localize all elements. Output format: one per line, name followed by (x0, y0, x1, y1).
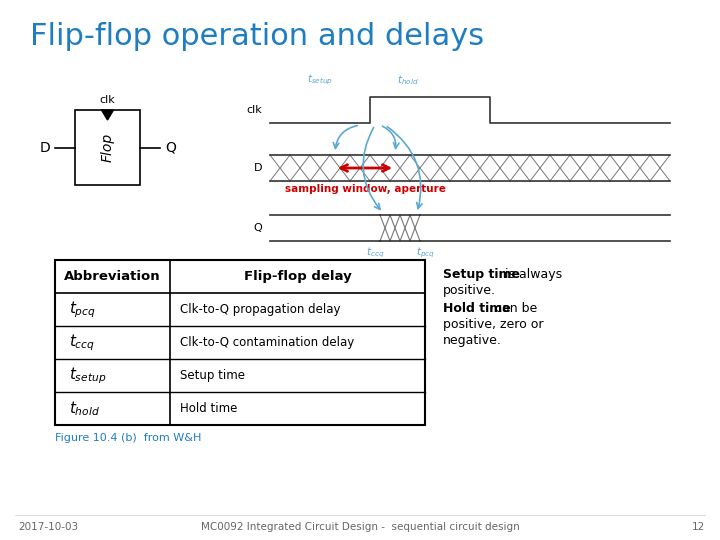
Text: Abbreviation: Abbreviation (64, 270, 161, 283)
Text: positive, zero or: positive, zero or (443, 318, 544, 331)
Polygon shape (102, 110, 114, 120)
Text: $t_{pcq}$: $t_{pcq}$ (69, 299, 96, 320)
Text: Figure 10.4 (b)  from W&H: Figure 10.4 (b) from W&H (55, 433, 202, 443)
Text: $t_{hold}$: $t_{hold}$ (397, 73, 419, 87)
Text: $t_{setup}$: $t_{setup}$ (307, 72, 333, 87)
Text: Flop: Flop (101, 133, 114, 162)
Text: $t_{pcq}$: $t_{pcq}$ (416, 246, 435, 260)
Text: 2017-10-03: 2017-10-03 (18, 522, 78, 532)
Text: Setup time: Setup time (443, 268, 520, 281)
Bar (55, 260, 425, 425)
Text: clk: clk (246, 105, 262, 115)
Bar (75, 110, 140, 185)
Text: positive.: positive. (443, 284, 496, 297)
Text: Hold time: Hold time (180, 402, 238, 415)
Text: clk: clk (99, 95, 115, 105)
Text: D: D (40, 140, 50, 154)
Text: negative.: negative. (443, 334, 502, 347)
Text: $t_{setup}$: $t_{setup}$ (69, 365, 107, 386)
Text: is always: is always (501, 268, 562, 281)
Text: $t_{hold}$: $t_{hold}$ (69, 399, 100, 418)
Text: Hold time: Hold time (443, 302, 510, 315)
Text: Setup time: Setup time (180, 369, 245, 382)
Text: Flip-flop delay: Flip-flop delay (243, 270, 351, 283)
Text: MC0092 Integrated Circuit Design -  sequential circuit design: MC0092 Integrated Circuit Design - seque… (201, 522, 519, 532)
Text: Q: Q (165, 140, 176, 154)
Text: sampling window, aperture: sampling window, aperture (284, 184, 446, 194)
Text: can be: can be (491, 302, 537, 315)
Text: Flip-flop operation and delays: Flip-flop operation and delays (30, 22, 484, 51)
Text: $t_{ccq}$: $t_{ccq}$ (366, 246, 384, 260)
Text: 12: 12 (692, 522, 705, 532)
Text: Clk-to-Q contamination delay: Clk-to-Q contamination delay (180, 336, 354, 349)
Text: Q: Q (253, 223, 262, 233)
Text: Clk-to-Q propagation delay: Clk-to-Q propagation delay (180, 303, 341, 316)
Text: D: D (253, 163, 262, 173)
Text: $t_{ccq}$: $t_{ccq}$ (69, 332, 95, 353)
